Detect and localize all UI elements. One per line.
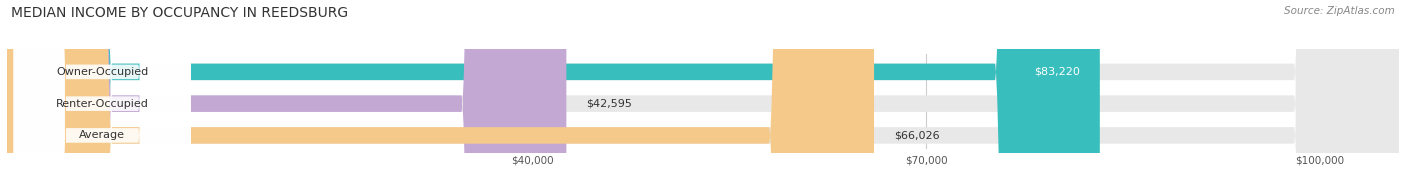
FancyBboxPatch shape <box>14 0 191 196</box>
Text: $42,595: $42,595 <box>586 99 631 109</box>
Text: Source: ZipAtlas.com: Source: ZipAtlas.com <box>1284 6 1395 16</box>
FancyBboxPatch shape <box>7 0 1399 196</box>
Text: Average: Average <box>79 130 125 140</box>
FancyBboxPatch shape <box>14 0 191 196</box>
FancyBboxPatch shape <box>7 0 1099 196</box>
Text: Renter-Occupied: Renter-Occupied <box>56 99 149 109</box>
Text: $66,026: $66,026 <box>894 130 939 140</box>
FancyBboxPatch shape <box>7 0 1399 196</box>
FancyBboxPatch shape <box>7 0 875 196</box>
FancyBboxPatch shape <box>7 0 567 196</box>
Text: MEDIAN INCOME BY OCCUPANCY IN REEDSBURG: MEDIAN INCOME BY OCCUPANCY IN REEDSBURG <box>11 6 349 20</box>
FancyBboxPatch shape <box>14 0 191 196</box>
FancyBboxPatch shape <box>7 0 1399 196</box>
Text: Owner-Occupied: Owner-Occupied <box>56 67 149 77</box>
Text: $83,220: $83,220 <box>1035 67 1080 77</box>
